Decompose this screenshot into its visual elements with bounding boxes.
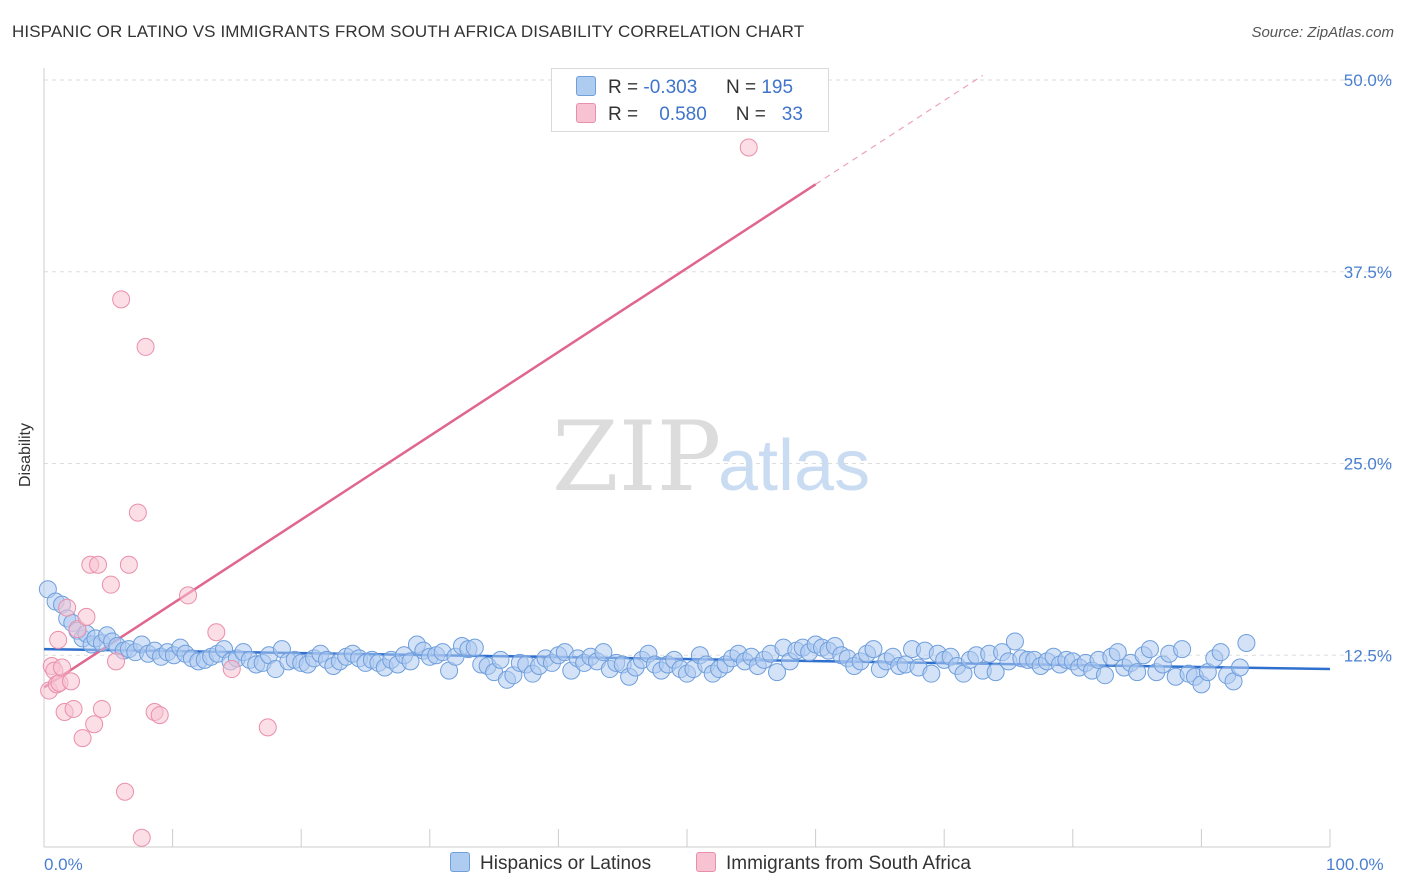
point-south-africa [739,138,758,157]
point-south-africa [77,607,96,626]
point-hispanics [1211,643,1230,662]
grid-lines [44,79,1395,656]
point-south-africa [49,630,68,649]
y-tick-label: 37.5% [1344,263,1392,282]
legend-row-hispanics: R = -0.303 N = 195 [576,76,793,100]
legend-r-value-blue: -0.303 [643,77,698,98]
point-south-africa [107,652,126,671]
y-tick-label: 50.0% [1344,71,1392,90]
series-south-africa-points [40,138,758,847]
point-south-africa [53,658,72,677]
point-south-africa [85,715,104,734]
point-south-africa [101,575,120,594]
watermark-atlas: atlas [718,426,870,506]
bottom-legend-south-africa[interactable]: Immigrants from South Africa [696,852,971,875]
legend-n-value-pink: 33 [781,104,803,125]
point-hispanics [768,663,787,682]
point-south-africa [258,718,277,737]
point-south-africa [132,828,151,847]
point-hispanics [864,640,883,659]
series-hispanics-points [38,580,1256,694]
point-south-africa [62,672,81,691]
trend-lines [43,74,1331,689]
axes [43,68,1331,848]
point-hispanics [1128,663,1147,682]
point-south-africa [68,620,87,639]
point-south-africa [128,503,147,522]
legend-r-value-pink: 0.580 [659,104,707,125]
point-hispanics [465,638,484,657]
point-south-africa [64,699,83,718]
point-south-africa [179,586,198,605]
y-tick-label: 25.0% [1344,455,1392,474]
legend-row-south-africa: R = 0.580 N = 33 [576,103,803,127]
point-south-africa [207,623,226,642]
point-south-africa [58,598,77,617]
source-label: Source: ZipAtlas.com [1251,24,1394,41]
point-south-africa [136,337,155,356]
x-tick-min: 0.0% [44,855,83,874]
correlation-legend: R = -0.303 N = 195 R = 0.580 N = 33 [551,68,829,132]
point-hispanics [1230,658,1249,677]
y-tick-labels: 12.5% 25.0% 37.5% 50.0% [1344,71,1392,665]
legend-swatch-pink [576,103,596,123]
point-hispanics [1095,666,1114,685]
trend-line-south-africa-extension [815,74,984,185]
legend-n-value-blue: 195 [761,77,794,98]
point-hispanics [491,650,510,669]
bottom-legend-swatch-pink [696,852,716,872]
point-hispanics [401,652,420,671]
watermark-zip: ZIP [552,401,721,513]
point-south-africa [150,706,169,725]
point-hispanics [594,643,613,662]
point-south-africa [89,555,108,574]
y-tick-label: 12.5% [1344,646,1392,665]
trend-line-south-africa [43,183,817,689]
point-south-africa [92,699,111,718]
legend-swatch-blue [576,76,596,96]
point-south-africa [73,729,92,748]
chart-title: HISPANIC OR LATINO VS IMMIGRANTS FROM SO… [12,22,805,41]
point-hispanics [1237,633,1256,652]
point-hispanics [986,663,1005,682]
point-south-africa [112,290,131,309]
y-axis-label: Disability [17,423,34,488]
point-hispanics [1140,640,1159,659]
point-south-africa [116,782,135,801]
bottom-legend-swatch-blue [450,852,470,872]
bottom-legend-hispanics[interactable]: Hispanics or Latinos [450,852,651,875]
point-hispanics [1108,643,1127,662]
point-south-africa [222,660,241,679]
point-south-africa [119,555,138,574]
point-hispanics [922,664,941,683]
point-hispanics [1005,632,1024,651]
point-hispanics [1173,640,1192,659]
x-tick-max: 100.0% [1326,855,1384,874]
